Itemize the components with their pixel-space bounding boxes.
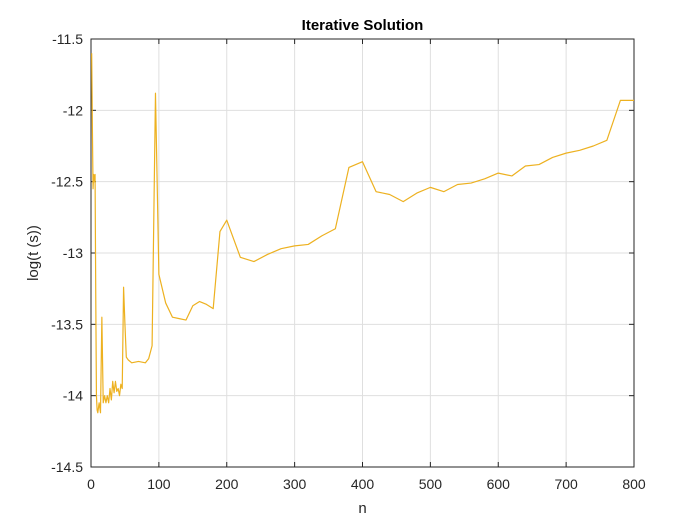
x-tick-label: 600 — [487, 476, 511, 492]
y-tick-labels: -11.5 -12 -12.5 -13 -13.5 -14 -14.5 — [51, 31, 83, 475]
x-tick-labels: 0 100 200 300 400 500 600 700 800 — [87, 476, 646, 492]
x-tick-label: 400 — [351, 476, 375, 492]
x-axis-label: n — [358, 500, 366, 517]
axis-ticks — [90, 38, 635, 468]
grid-lines — [90, 38, 635, 468]
y-axis-label: log(t (s)) — [25, 225, 42, 281]
x-tick-label: 800 — [622, 476, 646, 492]
x-tick-label: 300 — [283, 476, 307, 492]
y-tick-label: -13.5 — [51, 316, 83, 332]
chart-title: Iterative Solution — [302, 17, 424, 34]
y-tick-label: -12.5 — [51, 174, 83, 190]
x-tick-label: 700 — [554, 476, 578, 492]
x-tick-label: 0 — [87, 476, 95, 492]
series-group — [91, 53, 634, 414]
y-tick-label: -13 — [63, 245, 83, 261]
y-tick-label: -12 — [63, 102, 83, 118]
y-tick-label: -11.5 — [52, 31, 83, 47]
y-tick-label: -14.5 — [51, 459, 83, 475]
x-tick-label: 100 — [147, 476, 171, 492]
series-line — [91, 53, 634, 414]
x-tick-label: 500 — [419, 476, 443, 492]
y-tick-label: -14 — [63, 388, 83, 404]
x-tick-label: 200 — [215, 476, 239, 492]
